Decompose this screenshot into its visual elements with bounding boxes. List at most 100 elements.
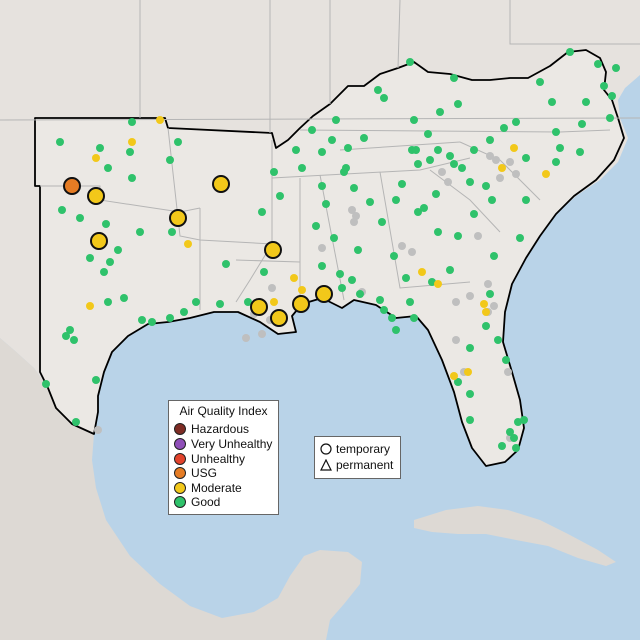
good-monitor-dot[interactable] bbox=[486, 290, 494, 298]
unknown-monitor-dot[interactable] bbox=[466, 292, 474, 300]
good-monitor-dot[interactable] bbox=[216, 300, 224, 308]
moderate-monitor-dot[interactable] bbox=[128, 138, 136, 146]
good-monitor-dot[interactable] bbox=[500, 124, 508, 132]
good-monitor-dot[interactable] bbox=[66, 326, 74, 334]
good-monitor-dot[interactable] bbox=[42, 380, 50, 388]
good-monitor-dot[interactable] bbox=[148, 318, 156, 326]
good-monitor-dot[interactable] bbox=[378, 218, 386, 226]
good-monitor-dot[interactable] bbox=[166, 156, 174, 164]
good-monitor-dot[interactable] bbox=[406, 58, 414, 66]
good-monitor-dot[interactable] bbox=[406, 298, 414, 306]
good-monitor-dot[interactable] bbox=[180, 308, 188, 316]
unknown-monitor-dot[interactable] bbox=[94, 426, 102, 434]
good-monitor-dot[interactable] bbox=[458, 164, 466, 172]
good-monitor-dot[interactable] bbox=[376, 296, 384, 304]
good-monitor-dot[interactable] bbox=[502, 356, 510, 364]
good-monitor-dot[interactable] bbox=[380, 94, 388, 102]
good-monitor-dot[interactable] bbox=[350, 184, 358, 192]
good-monitor-dot[interactable] bbox=[412, 146, 420, 154]
moderate-temporary-monitor[interactable] bbox=[87, 187, 105, 205]
good-monitor-dot[interactable] bbox=[336, 270, 344, 278]
good-monitor-dot[interactable] bbox=[166, 314, 174, 322]
good-monitor-dot[interactable] bbox=[482, 322, 490, 330]
good-monitor-dot[interactable] bbox=[552, 158, 560, 166]
good-monitor-dot[interactable] bbox=[276, 192, 284, 200]
good-monitor-dot[interactable] bbox=[516, 234, 524, 242]
good-monitor-dot[interactable] bbox=[348, 276, 356, 284]
good-monitor-dot[interactable] bbox=[426, 156, 434, 164]
unknown-monitor-dot[interactable] bbox=[486, 152, 494, 160]
unknown-monitor-dot[interactable] bbox=[348, 206, 356, 214]
good-monitor-dot[interactable] bbox=[100, 268, 108, 276]
good-monitor-dot[interactable] bbox=[244, 298, 252, 306]
good-monitor-dot[interactable] bbox=[446, 152, 454, 160]
good-monitor-dot[interactable] bbox=[454, 378, 462, 386]
good-monitor-dot[interactable] bbox=[138, 316, 146, 324]
good-monitor-dot[interactable] bbox=[340, 168, 348, 176]
good-monitor-dot[interactable] bbox=[136, 228, 144, 236]
good-monitor-dot[interactable] bbox=[466, 344, 474, 352]
moderate-monitor-dot[interactable] bbox=[542, 170, 550, 178]
good-monitor-dot[interactable] bbox=[292, 146, 300, 154]
good-monitor-dot[interactable] bbox=[270, 168, 278, 176]
unknown-monitor-dot[interactable] bbox=[258, 330, 266, 338]
good-monitor-dot[interactable] bbox=[92, 376, 100, 384]
good-monitor-dot[interactable] bbox=[510, 434, 518, 442]
unknown-monitor-dot[interactable] bbox=[496, 174, 504, 182]
good-monitor-dot[interactable] bbox=[434, 146, 442, 154]
unknown-monitor-dot[interactable] bbox=[268, 284, 276, 292]
good-monitor-dot[interactable] bbox=[332, 116, 340, 124]
good-monitor-dot[interactable] bbox=[436, 108, 444, 116]
good-monitor-dot[interactable] bbox=[392, 326, 400, 334]
good-monitor-dot[interactable] bbox=[104, 298, 112, 306]
good-monitor-dot[interactable] bbox=[392, 196, 400, 204]
moderate-monitor-dot[interactable] bbox=[510, 144, 518, 152]
good-monitor-dot[interactable] bbox=[128, 118, 136, 126]
moderate-monitor-dot[interactable] bbox=[482, 308, 490, 316]
moderate-monitor-dot[interactable] bbox=[298, 286, 306, 294]
good-monitor-dot[interactable] bbox=[420, 204, 428, 212]
moderate-temporary-monitor[interactable] bbox=[270, 309, 288, 327]
good-monitor-dot[interactable] bbox=[120, 294, 128, 302]
good-monitor-dot[interactable] bbox=[512, 444, 520, 452]
good-monitor-dot[interactable] bbox=[344, 144, 352, 152]
moderate-monitor-dot[interactable] bbox=[498, 164, 506, 172]
unknown-monitor-dot[interactable] bbox=[438, 168, 446, 176]
good-monitor-dot[interactable] bbox=[258, 208, 266, 216]
good-monitor-dot[interactable] bbox=[354, 246, 362, 254]
good-monitor-dot[interactable] bbox=[494, 336, 502, 344]
good-monitor-dot[interactable] bbox=[506, 428, 514, 436]
good-monitor-dot[interactable] bbox=[126, 148, 134, 156]
unknown-monitor-dot[interactable] bbox=[452, 298, 460, 306]
good-monitor-dot[interactable] bbox=[606, 114, 614, 122]
good-monitor-dot[interactable] bbox=[330, 234, 338, 242]
good-monitor-dot[interactable] bbox=[192, 298, 200, 306]
good-monitor-dot[interactable] bbox=[58, 206, 66, 214]
good-monitor-dot[interactable] bbox=[556, 144, 564, 152]
good-monitor-dot[interactable] bbox=[434, 228, 442, 236]
good-monitor-dot[interactable] bbox=[576, 148, 584, 156]
good-monitor-dot[interactable] bbox=[76, 214, 84, 222]
good-monitor-dot[interactable] bbox=[582, 98, 590, 106]
unknown-monitor-dot[interactable] bbox=[490, 302, 498, 310]
good-monitor-dot[interactable] bbox=[402, 274, 410, 282]
good-monitor-dot[interactable] bbox=[62, 332, 70, 340]
good-monitor-dot[interactable] bbox=[446, 266, 454, 274]
good-monitor-dot[interactable] bbox=[498, 442, 506, 450]
good-monitor-dot[interactable] bbox=[360, 134, 368, 142]
good-monitor-dot[interactable] bbox=[168, 228, 176, 236]
unknown-monitor-dot[interactable] bbox=[506, 158, 514, 166]
moderate-monitor-dot[interactable] bbox=[86, 302, 94, 310]
good-monitor-dot[interactable] bbox=[522, 196, 530, 204]
good-monitor-dot[interactable] bbox=[322, 200, 330, 208]
moderate-temporary-monitor[interactable] bbox=[292, 295, 310, 313]
good-monitor-dot[interactable] bbox=[410, 314, 418, 322]
moderate-monitor-dot[interactable] bbox=[434, 280, 442, 288]
good-monitor-dot[interactable] bbox=[374, 86, 382, 94]
moderate-temporary-monitor[interactable] bbox=[90, 232, 108, 250]
good-monitor-dot[interactable] bbox=[318, 262, 326, 270]
unknown-monitor-dot[interactable] bbox=[350, 218, 358, 226]
good-monitor-dot[interactable] bbox=[308, 126, 316, 134]
good-monitor-dot[interactable] bbox=[70, 336, 78, 344]
good-monitor-dot[interactable] bbox=[566, 48, 574, 56]
